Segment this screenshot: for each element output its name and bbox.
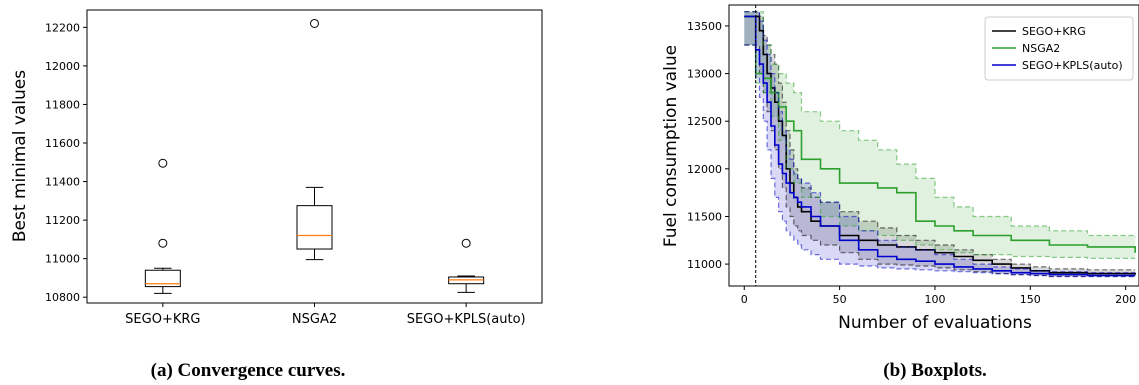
outlier-point bbox=[310, 18, 319, 28]
legend: SEGO+KRG NSGA2 SEGO+KPLS(auto) bbox=[984, 16, 1134, 81]
boxplot-x-ticks: SEGO+KRG NSGA2 SEGO+KPLS(auto) bbox=[125, 303, 526, 327]
convergence-x-ticks: 0 50 100 150 200 bbox=[741, 286, 1136, 306]
outlier-point bbox=[158, 158, 168, 168]
y-tick-label: 10800 bbox=[45, 291, 80, 304]
y-tick-label: 11000 bbox=[687, 258, 722, 271]
legend-label-nsga2: NSGA2 bbox=[1022, 42, 1060, 55]
convergence-y-ticks: 11000 11500 12000 12500 13000 13500 bbox=[687, 20, 729, 271]
x-tick-label: SEGO+KRG bbox=[125, 312, 200, 327]
legend-label-sego-kpls-auto-: SEGO+KPLS(auto) bbox=[1022, 59, 1123, 72]
boxplot-y-axis-label: Best minimal values bbox=[10, 70, 30, 242]
y-tick-label: 13500 bbox=[687, 20, 722, 33]
x-tick-label: 100 bbox=[924, 293, 945, 306]
legend-label-sego-krg: SEGO+KRG bbox=[1022, 25, 1086, 38]
x-tick-label: NSGA2 bbox=[292, 312, 337, 327]
y-tick-label: 12000 bbox=[45, 60, 80, 73]
upper-bound-nsga2 bbox=[744, 11, 1136, 238]
line-nsga2 bbox=[744, 15, 1136, 253]
convergence-y-axis-label: Fuel consumption value bbox=[661, 45, 681, 247]
x-tick-label: 50 bbox=[833, 293, 847, 306]
y-tick-label: 11200 bbox=[45, 214, 80, 227]
box-nsga2 bbox=[296, 18, 333, 261]
y-tick-label: 11500 bbox=[687, 210, 722, 223]
y-tick-label: 13000 bbox=[687, 68, 722, 81]
convergence-caption: (b) Boxplots. bbox=[883, 360, 986, 381]
upper-bound-sego-kpls-auto- bbox=[744, 11, 1136, 274]
x-tick-label: 0 bbox=[741, 293, 748, 306]
boxplot-marks bbox=[144, 18, 485, 294]
y-tick-label: 11000 bbox=[45, 253, 80, 266]
band-nsga2 bbox=[744, 11, 1136, 259]
x-tick-label: 200 bbox=[1115, 293, 1136, 306]
boxplot-caption: (a) Convergence curves. bbox=[151, 360, 346, 381]
box-body bbox=[144, 269, 181, 288]
box-sego-kpls-auto- bbox=[448, 238, 485, 293]
x-tick-label: 150 bbox=[1020, 293, 1041, 306]
y-tick-label: 12000 bbox=[687, 163, 722, 176]
convergence-x-axis-label: Number of evaluations bbox=[838, 313, 1032, 333]
y-tick-label: 11800 bbox=[45, 98, 80, 111]
y-tick-label: 11400 bbox=[45, 176, 80, 189]
series-lines bbox=[744, 11, 1136, 278]
y-tick-label: 12200 bbox=[45, 21, 80, 34]
box-sego-krg bbox=[144, 158, 181, 294]
confidence-bands bbox=[744, 11, 1136, 277]
lower-bound-sego-kpls-auto- bbox=[744, 44, 1136, 278]
boxplot-y-ticks: 10800 11000 11200 11400 11600 11800 12000 12200 bbox=[45, 21, 87, 304]
y-tick-label: 12500 bbox=[687, 115, 722, 128]
outlier-point bbox=[158, 238, 168, 248]
boxplot-panel: 10800 11000 11200 11400 11600 11800 12000 12200… bbox=[10, 9, 543, 381]
convergence-frame bbox=[728, 4, 1139, 287]
y-tick-label: 11600 bbox=[45, 137, 80, 150]
x-tick-label: SEGO+KPLS(auto) bbox=[407, 312, 526, 327]
outlier-point bbox=[461, 238, 471, 248]
lower-bound-sego-krg bbox=[744, 44, 1136, 278]
line-sego-kpls-auto- bbox=[744, 15, 1136, 277]
box-body bbox=[296, 205, 333, 250]
legend-box bbox=[984, 16, 1134, 81]
convergence-panel: 11000 11500 12000 12500 13000 13500 0 50 100 150… bbox=[661, 4, 1139, 381]
